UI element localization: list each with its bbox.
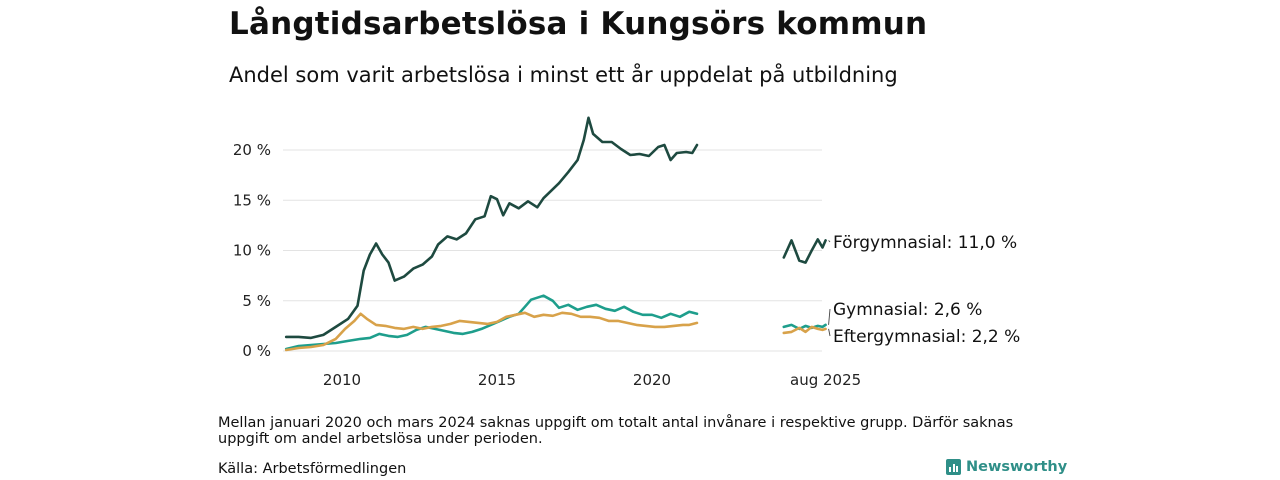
x-tick-label: 2015 bbox=[478, 371, 516, 389]
y-tick-label: 20 % bbox=[233, 141, 271, 159]
series-line-gymnasial bbox=[782, 323, 827, 331]
x-axis-ticks: 2010 2015 2020 aug 2025 bbox=[323, 371, 861, 389]
y-tick-label: 0 % bbox=[242, 342, 271, 360]
line-chart: 0 %5 %10 %15 %20 % 2010 2015 2020 aug 2025 … bbox=[233, 116, 1020, 389]
chart-title: Långtidsarbetslösa i Kungsörs kommun bbox=[229, 6, 928, 42]
series-line-eftergymnasial bbox=[782, 325, 827, 335]
end-label: Eftergymnasial: 2,2 % bbox=[833, 327, 1020, 347]
brand-logo[interactable]: Newsworthy bbox=[946, 459, 1067, 475]
y-tick-label: 5 % bbox=[242, 292, 271, 310]
y-axis-ticks: 0 % 5 % 10 % 15 % 20 % bbox=[233, 141, 271, 360]
x-tick-label: 2020 bbox=[633, 371, 671, 389]
label-leader bbox=[828, 240, 831, 243]
label-leader bbox=[828, 308, 831, 325]
footnote: Mellan januari 2020 och mars 2024 saknas… bbox=[218, 415, 1014, 447]
bar-chart-icon bbox=[946, 459, 961, 475]
source-credit: Källa: Arbetsförmedlingen bbox=[218, 461, 407, 477]
gridlines bbox=[283, 149, 822, 352]
end-label: Förgymnasial: 11,0 % bbox=[833, 233, 1017, 253]
series-line-f-rgymnasial bbox=[284, 116, 699, 340]
label-leader bbox=[828, 328, 831, 337]
x-tick-label: 2010 bbox=[323, 371, 361, 389]
brand-name: Newsworthy bbox=[966, 459, 1068, 475]
end-label: Gymnasial: 2,6 % bbox=[833, 300, 982, 320]
series-line-eftergymnasial bbox=[284, 311, 699, 352]
y-tick-label: 10 % bbox=[233, 242, 271, 260]
y-tick-label: 15 % bbox=[233, 191, 271, 209]
series-line-f-rgymnasial bbox=[782, 238, 827, 264]
series-lines bbox=[284, 116, 827, 352]
chart-subtitle: Andel som varit arbetslösa i minst ett å… bbox=[229, 63, 898, 87]
end-labels: Förgymnasial: 11,0 % Gymnasial: 2,6 % Efte… bbox=[828, 233, 1020, 347]
x-tick-label: aug 2025 bbox=[790, 371, 861, 389]
